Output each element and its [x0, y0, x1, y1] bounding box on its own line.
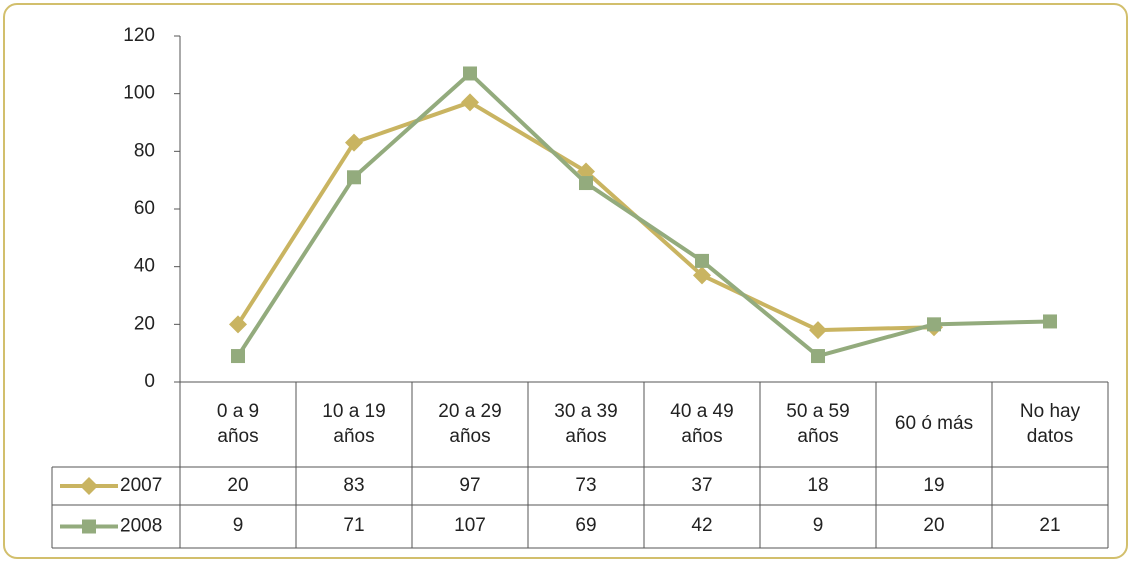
x-tick-label: 10 a 19 años	[296, 382, 412, 467]
table-value-text: 19	[923, 474, 945, 496]
table-value: 73	[528, 467, 644, 505]
table-value: 20	[180, 467, 296, 505]
point	[693, 266, 711, 285]
legend-label: 2007	[120, 475, 162, 496]
table-value-text: 18	[807, 474, 829, 496]
table-value-text: 21	[1039, 515, 1061, 537]
table-value-text: 107	[454, 515, 486, 537]
table-value-text: 69	[575, 515, 597, 537]
point	[345, 133, 363, 152]
x-tick-label-text: 30 a 39 años	[554, 400, 618, 447]
table-value: 21	[992, 505, 1108, 548]
table-value: 37	[644, 467, 760, 505]
y-tick-label: 60	[134, 198, 155, 219]
x-tick-label: 20 a 29 años	[412, 382, 528, 467]
table-value: 9	[180, 505, 296, 548]
y-tick-label: 20	[134, 313, 155, 334]
table-value-text: 97	[459, 474, 481, 496]
x-tick-label: 60 ó más	[876, 382, 992, 467]
table-value: 71	[296, 505, 412, 548]
y-tick-label: 80	[134, 140, 155, 161]
y-tick-label: 40	[134, 256, 155, 277]
table-value-text: 9	[232, 515, 244, 537]
table-value-text: 42	[691, 515, 713, 537]
point	[1043, 314, 1057, 329]
x-tick-label: No hay datos	[992, 382, 1108, 467]
chart-frame	[3, 3, 1128, 559]
table-value: 19	[876, 467, 992, 505]
x-tick-label: 40 a 49 años	[644, 382, 760, 467]
x-tick-label-text: 0 a 9 años	[216, 400, 260, 447]
table-value-text: 9	[812, 515, 824, 537]
table-value: 42	[644, 505, 760, 548]
x-tick-label: 0 a 9 años	[180, 382, 296, 467]
table-value: 9	[760, 505, 876, 548]
table-value: 69	[528, 505, 644, 548]
table-value-text: 20	[227, 474, 249, 496]
x-tick-label-text: 50 a 59 años	[786, 400, 850, 447]
table-value: 83	[296, 467, 412, 505]
table-value: 97	[412, 467, 528, 505]
point	[927, 317, 941, 332]
table-value: 18	[760, 467, 876, 505]
table-value-text: 37	[691, 474, 713, 496]
point	[695, 253, 709, 268]
point	[229, 315, 247, 334]
table-value	[992, 467, 1108, 505]
point	[811, 349, 825, 364]
x-tick-label-text: 60 ó más	[894, 413, 974, 435]
x-tick-label-text: 40 a 49 años	[670, 400, 734, 447]
table-value: 20	[876, 505, 992, 548]
point	[577, 162, 595, 181]
point	[579, 176, 593, 191]
table-value-text: 20	[923, 515, 945, 537]
point	[809, 321, 827, 340]
series-line	[236, 71, 1051, 359]
y-tick-label: 0	[144, 371, 155, 392]
point	[461, 93, 479, 112]
x-tick-label-text: 20 a 29 años	[438, 400, 502, 447]
legend-label: 2008	[120, 516, 162, 537]
point	[347, 170, 361, 185]
series-line	[236, 100, 935, 333]
point	[463, 66, 477, 81]
x-tick-label: 30 a 39 años	[528, 382, 644, 467]
legend-marker	[80, 477, 98, 495]
table-value: 107	[412, 505, 528, 548]
x-tick-label-text: 10 a 19 años	[322, 400, 386, 447]
legend-marker	[82, 519, 96, 534]
point	[231, 349, 245, 364]
y-tick-label: 100	[123, 83, 155, 104]
x-tick-label-text: No hay datos	[1019, 400, 1081, 447]
x-tick-label: 50 a 59 años	[760, 382, 876, 467]
y-tick-label: 120	[123, 25, 155, 46]
table-value-text: 83	[343, 474, 365, 496]
table-value-text: 73	[575, 474, 597, 496]
table-value-text: 71	[343, 515, 365, 537]
